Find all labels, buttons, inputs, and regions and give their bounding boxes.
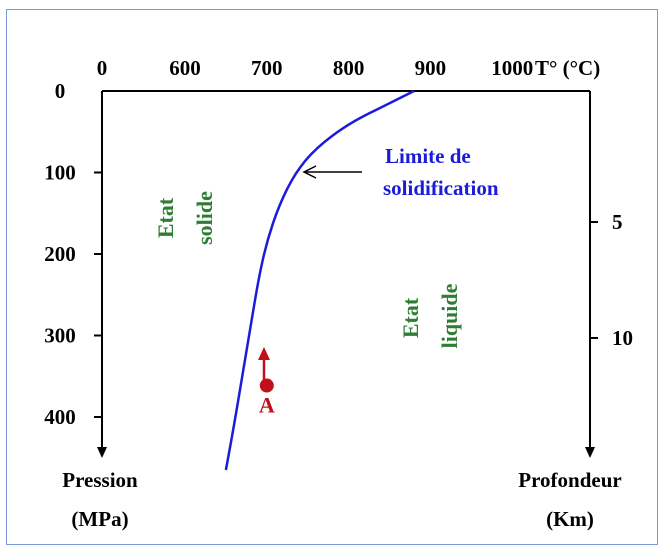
- y-axis-right-arrow: [585, 447, 595, 458]
- x-tick-label: 1000: [491, 56, 533, 80]
- y-left-tick-label: 100: [44, 161, 76, 185]
- y-right-tick-label: 10: [612, 326, 633, 350]
- x-tick-label: 900: [415, 56, 447, 80]
- y-axis-left-arrow: [97, 447, 107, 458]
- point-a-label: A: [259, 393, 275, 418]
- x-tick-label: 0: [97, 56, 108, 80]
- point-a-marker: [259, 378, 274, 393]
- region-solid-line2: solide: [192, 191, 217, 245]
- region-solid-line1: Etat: [153, 197, 178, 238]
- x-tick-label: 800: [333, 56, 365, 80]
- curve-label-line1: Limite de: [385, 144, 471, 168]
- x-tick-label: 700: [251, 56, 283, 80]
- y-axis-left-label-line2: (MPa): [71, 507, 128, 531]
- y-left-tick-label: 0: [55, 79, 66, 103]
- x-ticks: 0 600 700 800 900 1000: [97, 56, 533, 80]
- curve-label-line2: solidification: [383, 176, 499, 200]
- y-left-tick-label: 400: [44, 405, 76, 429]
- solidification-curve: [224, 89, 415, 471]
- x-tick-label: 600: [169, 56, 201, 80]
- y-ticks-left: 0 100 200 300 400: [44, 79, 102, 429]
- curve-label-arrow-head: [302, 165, 317, 179]
- x-axis-label: T° (°C): [535, 56, 600, 80]
- y-axis-right-label-line2: (Km): [546, 507, 594, 531]
- y-ticks-right: 5 10: [590, 210, 633, 350]
- region-liquid-line1: Etat: [398, 297, 423, 338]
- y-axis-left-label-line1: Pression: [62, 468, 138, 492]
- y-axis-right-label-line1: Profondeur: [518, 468, 621, 492]
- figure-frame: [6, 9, 658, 545]
- region-liquid-line2: liquide: [437, 283, 462, 348]
- y-right-tick-label: 5: [612, 210, 623, 234]
- y-left-tick-label: 200: [44, 242, 76, 266]
- y-left-tick-label: 300: [44, 324, 76, 348]
